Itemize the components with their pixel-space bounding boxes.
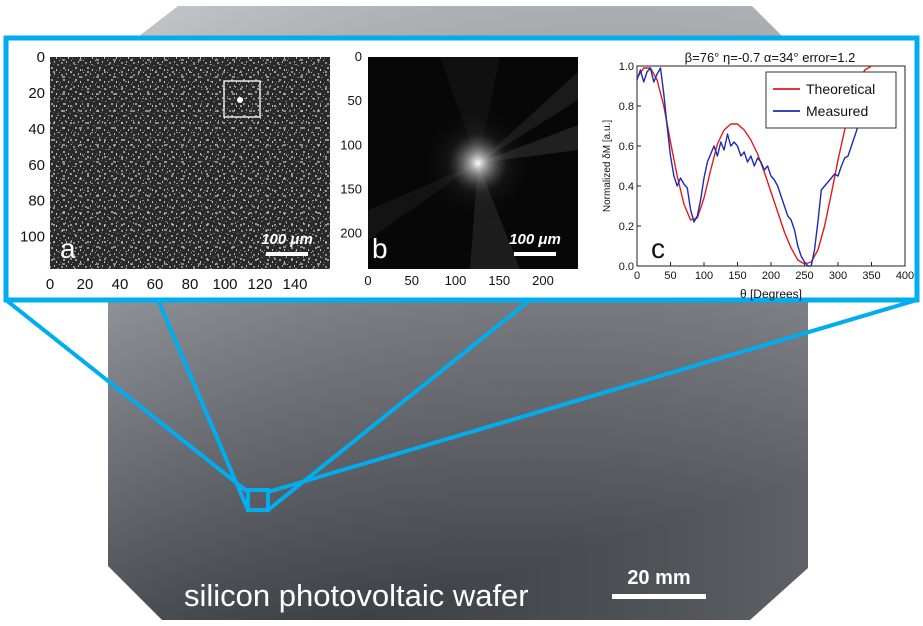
chart-y-label: Normalized δM [a.u.] [602,120,613,212]
panel-a-y-tick: 80 [28,193,45,210]
panel-b-y-tick: 100 [340,137,362,152]
panel-b-x-ticks: 0 50 100 150 200 [364,273,553,288]
panel-b-y-tick: 50 [348,93,362,108]
panel-b-x-tick: 150 [488,273,510,288]
panel-b-x-tick: 0 [364,273,371,288]
chart-ticks: 0 50 100 150 200 250 300 350 400 0.0 0.2 0.4 0.6 0.8 1… [619,61,914,282]
panel-b: 0 50 100 150 200 0 50 100 150 200 b 100 μm [340,49,578,288]
chart-lines [636,65,873,267]
panel-a-y-tick: 40 [28,121,45,138]
chart-x-tick-label: 50 [664,270,676,282]
panel-a-scale-bar [266,252,308,256]
wafer-scale-bar [612,594,706,599]
panel-a-image-highlights [50,57,330,269]
chart-letter: c [651,233,665,264]
chart-y-tick-label: 0.0 [619,261,634,273]
wafer-scale-label: 20 mm [627,567,691,589]
panel-a-x-tick: 100 [212,276,237,293]
chart-x-tick-label: 250 [795,270,813,282]
zoom-lines [4,298,918,512]
chart-x-tick-label: 350 [862,270,880,282]
panel-a-roi-box [223,80,261,118]
panel-a-y-tick: 60 [28,157,45,174]
chart-x-tick-label: 400 [896,270,914,282]
panel-a-x-tick: 20 [77,276,94,293]
chart-x-label: θ [Degrees] [740,287,802,301]
panel-a-scale-label: 100 μm [261,231,313,248]
panel-b-y-tick: 200 [340,226,362,241]
panel-a-x-tick: 0 [46,276,54,293]
panel-a-bright-spot [237,97,243,103]
zoom-region-marker [246,488,270,512]
chart-y-tick-label: 0.8 [619,101,634,113]
panel-b-letter: b [372,233,388,264]
chart-title: β=76° η=-0.7 α=34° error=1.2 [685,50,856,65]
chart-legend: Theoretical Measured [765,71,897,129]
legend-box [765,71,897,129]
chart-series-measured [636,67,873,267]
panel-a-x-tick: 140 [282,276,307,293]
panel-a-letter: a [60,233,76,264]
panel-a-x-tick: 40 [112,276,129,293]
panel-b-x-tick: 100 [445,273,467,288]
chart-x-tick-label: 200 [762,270,780,282]
wafer-caption: silicon photovoltaic wafer [184,578,529,613]
legend-theoretical-label: Theoretical [806,81,875,97]
panel-a-x-tick: 60 [147,276,164,293]
chart-y-tick-label: 0.2 [619,221,634,233]
wafer-scale: 20 mm [612,567,706,599]
panel-a: 0 20 40 60 80 100 120 140 0 20 40 60 80 100 a 100 μm [20,49,330,293]
panel-b-y-tick: 0 [355,49,362,64]
chart-x-tick-label: 150 [728,270,746,282]
panel-c-chart: β=76° η=-0.7 α=34° error=1.2 0 50 100 150 20… [602,50,914,301]
chart-y-tick-label: 1.0 [619,61,634,73]
panel-b-scale-bar [514,252,556,256]
panel-a-x-ticks: 0 20 40 60 80 100 120 140 [46,276,308,293]
panel-b-scale-label: 100 μm [509,231,561,248]
chart-series-theoretical [636,65,872,265]
chart-y-tick-label: 0.4 [619,181,634,193]
panel-b-fan-pattern [368,57,578,269]
panel-a-y-ticks: 0 20 40 60 80 100 [20,49,45,246]
panel-b-x-tick: 50 [405,273,419,288]
panel-a-y-tick: 100 [20,229,45,246]
panel-b-y-tick: 150 [340,182,362,197]
panel-a-y-tick: 0 [37,49,45,66]
panel-a-x-tick: 80 [182,276,199,293]
panel-a-y-tick: 20 [28,85,45,102]
panel-a-x-tick: 120 [247,276,272,293]
chart-x-tick-label: 0 [634,270,640,282]
chart-y-tick-label: 0.6 [619,141,634,153]
legend-measured-label: Measured [806,103,868,119]
panel-b-y-ticks: 0 50 100 150 200 [340,49,362,241]
chart-x-tick-label: 300 [829,270,847,282]
chart-x-tick-label: 100 [695,270,713,282]
panel-b-x-tick: 200 [532,273,554,288]
